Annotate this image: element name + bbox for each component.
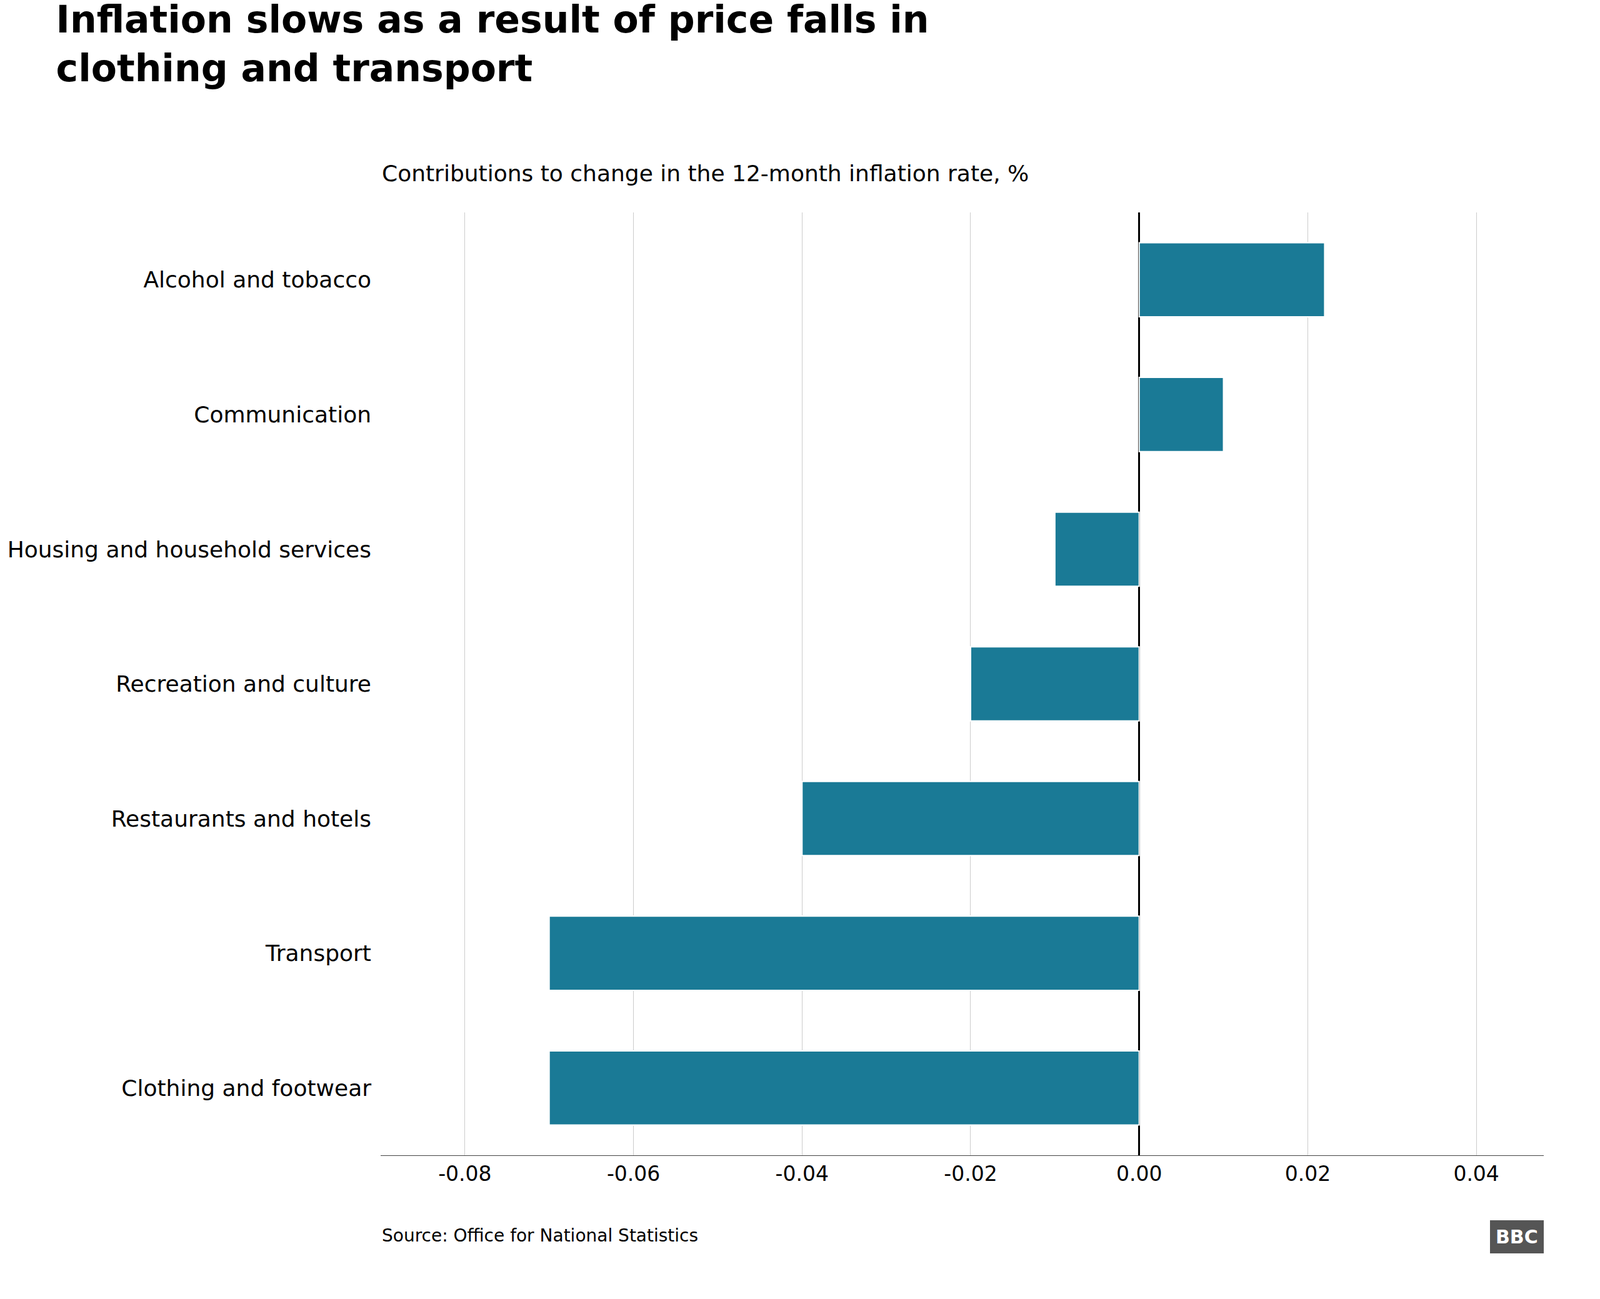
svg-text:-0.06: -0.06: [606, 1161, 660, 1187]
svg-text:Communication: Communication: [193, 401, 372, 428]
svg-text:-0.04: -0.04: [775, 1161, 829, 1187]
svg-text:Housing and household services: Housing and household services: [7, 536, 372, 563]
svg-text:0.04: 0.04: [1453, 1161, 1499, 1187]
svg-text:Contributions to change in the: Contributions to change in the 12-month …: [381, 160, 1029, 187]
svg-text:0.02: 0.02: [1285, 1161, 1331, 1187]
svg-text:0.00: 0.00: [1116, 1161, 1162, 1187]
svg-text:BBC: BBC: [1495, 1226, 1539, 1249]
svg-text:Transport: Transport: [265, 940, 372, 967]
svg-text:Source: Office for National St: Source: Office for National Statistics: [381, 1225, 699, 1247]
svg-text:Alcohol and tobacco: Alcohol and tobacco: [143, 266, 372, 293]
svg-text:-0.02: -0.02: [943, 1161, 997, 1187]
svg-text:-0.08: -0.08: [438, 1161, 492, 1187]
svg-text:Clothing and footwear: Clothing and footwear: [121, 1075, 372, 1102]
svg-text:Inflation slows as a result of: Inflation slows as a result of price fal…: [56, 0, 930, 90]
svg-text:Restaurants and hotels: Restaurants and hotels: [111, 806, 372, 832]
svg-text:Recreation and culture: Recreation and culture: [115, 671, 372, 697]
